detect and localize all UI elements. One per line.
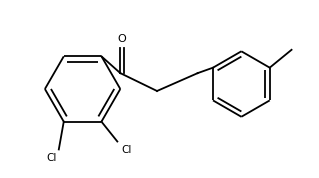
Text: Cl: Cl [121, 145, 132, 155]
Text: O: O [117, 34, 126, 44]
Text: Cl: Cl [47, 153, 57, 163]
